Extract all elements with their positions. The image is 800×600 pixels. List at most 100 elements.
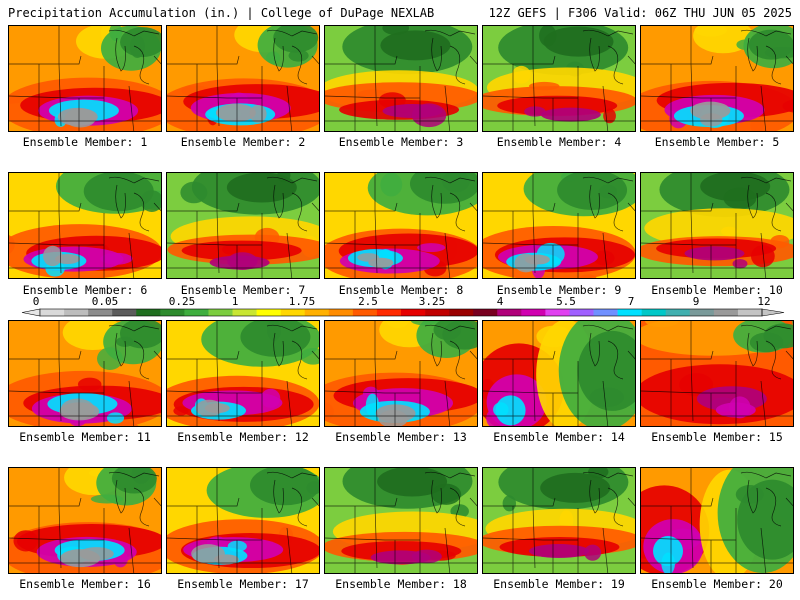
colorbar-swatch [352, 309, 378, 316]
colorbar-tick-label: 1.75 [288, 295, 316, 308]
colorbar-swatch [160, 309, 185, 316]
ensemble-member-label: Ensemble Member: 17 [177, 577, 309, 591]
colorbar-swatch [713, 309, 739, 316]
colorbar-max-arrow [761, 308, 785, 317]
colorbar-tick-label: 4 [496, 295, 504, 308]
colorbar-swatch [64, 309, 89, 316]
colorbar-swatch [497, 309, 522, 316]
colorbar-tick-label: 2.5 [358, 295, 378, 308]
ensemble-member-label: Ensemble Member: 8 [338, 283, 464, 297]
colorbar-swatch [569, 309, 594, 316]
ensemble-member-label: Ensemble Member: 3 [338, 135, 464, 149]
precip-map-image [641, 173, 793, 278]
precip-map-image [325, 26, 477, 131]
ensemble-member-map [640, 320, 794, 427]
colorbar-tick-label: 7 [627, 295, 635, 308]
ensemble-member-label: Ensemble Member: 12 [177, 430, 309, 444]
colorbar-min-arrow [21, 308, 41, 317]
map-title: Precipitation Accumulation (in.) | Colle… [8, 6, 435, 20]
precip-map-image [167, 321, 319, 426]
colorbar-swatch [232, 309, 257, 316]
ensemble-member-label: Ensemble Member: 15 [651, 430, 783, 444]
colorbar-swatch [256, 309, 281, 316]
colorbar-tick-label: 0 [32, 295, 40, 308]
ensemble-member-label: Ensemble Member: 18 [335, 577, 467, 591]
ensemble-member-map [640, 172, 794, 279]
precip-colorbar [21, 308, 785, 317]
ensemble-member-map [166, 25, 320, 132]
colorbar-swatch [88, 309, 113, 316]
colorbar-tick-label: 9 [692, 295, 700, 308]
ensemble-member-map [324, 172, 478, 279]
colorbar-swatch [40, 309, 65, 316]
colorbar-swatch [376, 309, 402, 316]
colorbar-tick-label: 12 [757, 295, 771, 308]
precip-map-image [641, 468, 793, 573]
colorbar-swatch [208, 309, 233, 316]
colorbar-tick-label: 3.25 [418, 295, 446, 308]
ensemble-member-map [166, 320, 320, 427]
precip-map-image [483, 468, 635, 573]
ensemble-member-label: Ensemble Member: 16 [19, 577, 151, 591]
precip-map-image [9, 468, 161, 573]
ensemble-member-label: Ensemble Member: 13 [335, 430, 467, 444]
ensemble-member-label: Ensemble Member: 19 [493, 577, 625, 591]
ensemble-member-label: Ensemble Member: 9 [496, 283, 622, 297]
precip-map-image [9, 173, 161, 278]
colorbar-swatch [304, 309, 330, 316]
colorbar-swatch [641, 309, 667, 316]
ensemble-member-label: Ensemble Member: 14 [493, 430, 625, 444]
ensemble-member-map [8, 467, 162, 574]
ensemble-member-label: Ensemble Member: 6 [22, 283, 148, 297]
ensemble-member-label: Ensemble Member: 2 [180, 135, 306, 149]
precip-map-image [325, 321, 477, 426]
model-run-info: 12Z GEFS | F306 Valid: 06Z THU JUN 05 20… [488, 6, 792, 20]
colorbar-swatch [112, 309, 137, 316]
precip-map-image [483, 26, 635, 131]
ensemble-member-map [166, 172, 320, 279]
ensemble-member-label: Ensemble Member: 1 [22, 135, 148, 149]
colorbar-tick-label: 0.25 [168, 295, 196, 308]
ensemble-member-map [482, 467, 636, 574]
colorbar-swatch [521, 309, 546, 316]
colorbar-swatch [545, 309, 570, 316]
colorbar-swatch [593, 309, 618, 316]
precip-map-image [641, 26, 793, 131]
precip-map-image [9, 321, 161, 426]
colorbar-swatch [617, 309, 642, 316]
ensemble-member-map [482, 320, 636, 427]
colorbar-swatch [473, 309, 498, 316]
ensemble-member-label: Ensemble Member: 4 [496, 135, 622, 149]
colorbar-swatch [737, 309, 763, 316]
colorbar-swatch [449, 309, 474, 316]
ensemble-member-map [640, 467, 794, 574]
colorbar-swatch [136, 309, 161, 316]
colorbar-swatch [425, 309, 450, 316]
ensemble-member-label: Ensemble Member: 5 [654, 135, 780, 149]
precip-map-image [9, 26, 161, 131]
precip-map-image [325, 173, 477, 278]
precip-map-image [167, 173, 319, 278]
precip-map-image [167, 26, 319, 131]
precip-map-image [641, 321, 793, 426]
colorbar-swatch [689, 309, 715, 316]
ensemble-member-label: Ensemble Member: 20 [651, 577, 783, 591]
ensemble-member-map [8, 320, 162, 427]
ensemble-member-label: Ensemble Member: 7 [180, 283, 306, 297]
ensemble-member-map [324, 467, 478, 574]
precip-map-image [483, 321, 635, 426]
precip-map-image [483, 173, 635, 278]
precip-map-image [325, 468, 477, 573]
ensemble-member-map [324, 25, 478, 132]
ensemble-member-label: Ensemble Member: 10 [651, 283, 783, 297]
ensemble-member-map [482, 25, 636, 132]
colorbar-tick-label: 0.05 [91, 295, 119, 308]
colorbar-swatch [328, 309, 354, 316]
colorbar-swatch [401, 309, 426, 316]
colorbar-tick-label: 5.5 [556, 295, 576, 308]
colorbar-swatch [280, 309, 306, 316]
ensemble-member-map [482, 172, 636, 279]
precip-map-image [167, 468, 319, 573]
ensemble-member-map [8, 172, 162, 279]
ensemble-member-map [166, 467, 320, 574]
